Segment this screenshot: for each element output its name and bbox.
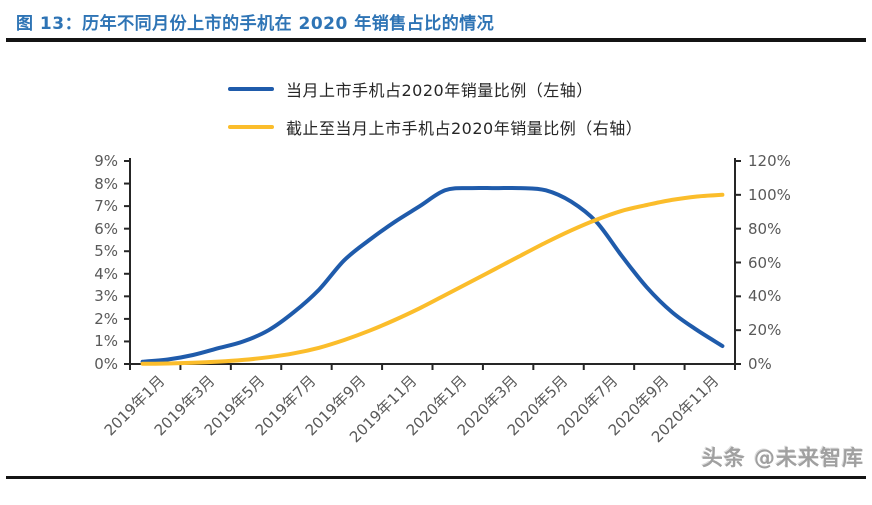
left-axis-tick-label: 2% (94, 309, 118, 328)
right-axis-tick-label: 0% (748, 355, 772, 373)
right-axis-tick-label: 60% (748, 253, 782, 272)
left-axis-tick-label: 9% (94, 152, 118, 170)
legend-line-swatch-blue (228, 87, 274, 91)
left-axis-tick-label: 1% (94, 332, 118, 351)
left-axis-tick-label: 6% (94, 219, 118, 238)
left-axis-tick-label: 5% (94, 242, 118, 261)
left-axis-tick-label: 4% (94, 264, 118, 283)
watermark: 头条 @未来智库 (701, 446, 864, 470)
legend-item-cumulative: 截止至当月上市手机占2020年销量比例（右轴） (228, 114, 642, 140)
legend-item-current-month: 当月上市手机占2020年销量比例（左轴） (228, 76, 642, 102)
right-axis-tick-label: 40% (748, 287, 782, 306)
legend-line-swatch-yellow (228, 125, 274, 129)
right-axis-tick-label: 100% (748, 185, 791, 204)
right-axis-tick-label: 20% (748, 321, 782, 340)
legend-label: 当月上市手机占2020年销量比例（左轴） (286, 81, 593, 100)
series-line-monthly-share (140, 185, 725, 364)
figure-title: 图 13：历年不同月份上市的手机在 2020 年销售占比的情况 (16, 14, 495, 34)
title-divider (6, 38, 866, 42)
right-axis-tick-label: 80% (748, 219, 782, 238)
series-line-cumulative-share (140, 192, 725, 366)
left-axis-tick-label: 7% (94, 197, 118, 216)
chart-canvas (124, 158, 741, 370)
right-axis-tick-label: 120% (748, 152, 791, 170)
footer-divider (6, 476, 866, 479)
legend-label: 截止至当月上市手机占2020年销量比例（右轴） (286, 119, 643, 138)
chart-area: 0% 1% 2% 3% 4% 5% 6% 7% 8% 9% 0% 20% 40% 60% 80% 100% 12… (94, 152, 791, 446)
left-axis-tick-label: 3% (94, 287, 118, 306)
left-axis-tick-label: 0% (94, 355, 118, 373)
chart-legend: 当月上市手机占2020年销量比例（左轴） 截止至当月上市手机占2020年销量比例… (228, 76, 642, 152)
left-axis-tick-label: 8% (94, 174, 118, 193)
